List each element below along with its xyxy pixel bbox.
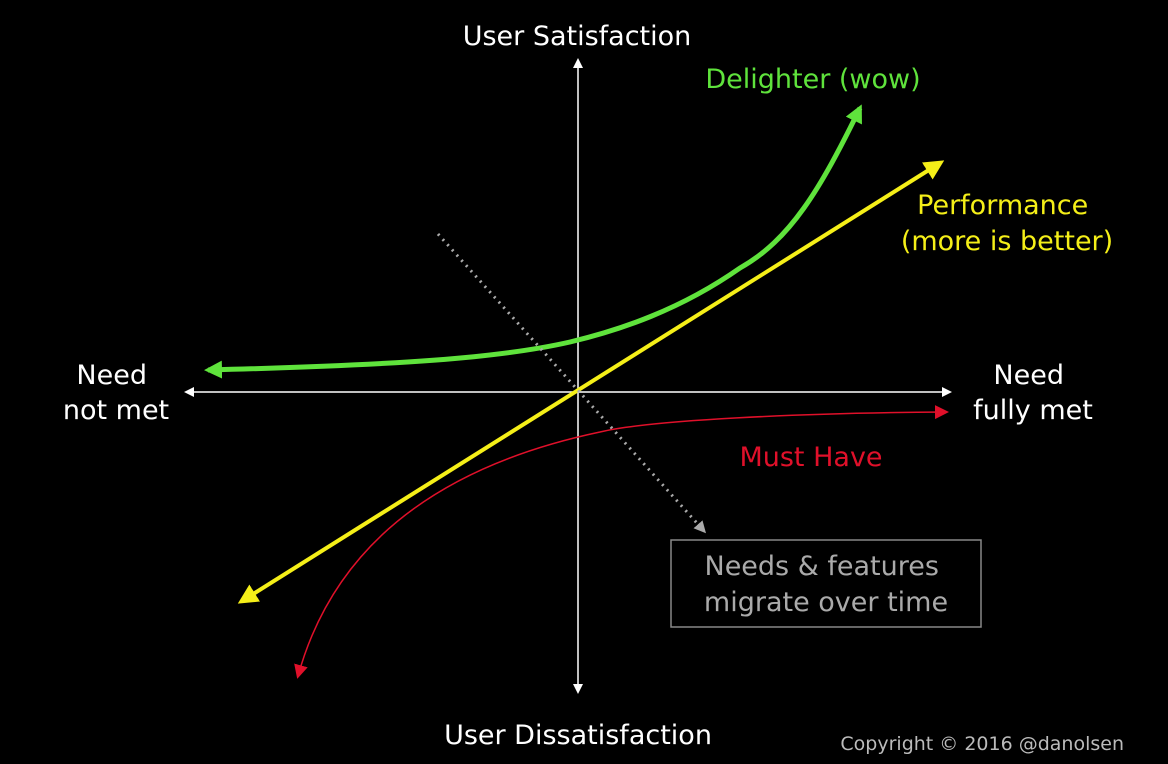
label-line: Performance bbox=[917, 190, 1088, 221]
axis-top-label: User Satisfaction bbox=[463, 21, 692, 52]
delighter-label: Delighter (wow) bbox=[705, 64, 920, 95]
label-line: Needs & features bbox=[705, 551, 939, 582]
label-line: fully met bbox=[973, 395, 1093, 426]
note-box bbox=[670, 539, 982, 628]
axis-bottom-label: User Dissatisfaction bbox=[444, 720, 712, 751]
axis-left-label: Need not met bbox=[63, 360, 169, 426]
copyright: Copyright © 2016 @danolsen bbox=[840, 733, 1124, 755]
label-line: migrate over time bbox=[704, 587, 948, 618]
must-have-label: Must Have bbox=[739, 442, 882, 473]
label-line: Need bbox=[993, 360, 1064, 391]
label-line: Delighter (wow) bbox=[705, 64, 920, 95]
label-line: Need bbox=[76, 360, 147, 391]
delighter-curve bbox=[204, 104, 863, 379]
label-line: (more is better) bbox=[901, 226, 1113, 257]
performance-label: Performance (more is better) bbox=[901, 190, 1113, 257]
label-line: Must Have bbox=[739, 442, 882, 473]
label-line: not met bbox=[63, 395, 169, 426]
axis-right-label: Need fully met bbox=[973, 360, 1093, 426]
note-text: Needs & features migrate over time bbox=[704, 551, 948, 618]
